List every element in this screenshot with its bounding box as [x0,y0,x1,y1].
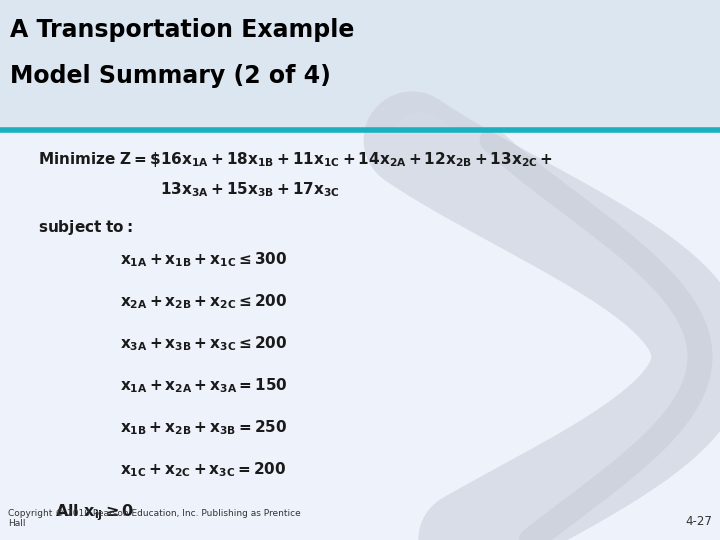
Text: $\mathbf{All\ x_{ij} \geq 0}$: $\mathbf{All\ x_{ij} \geq 0}$ [55,502,134,523]
Text: Copyright © 2010 Pearson Education, Inc. Publishing as Prentice
Hall: Copyright © 2010 Pearson Education, Inc.… [8,509,301,528]
Text: Model Summary (2 of 4): Model Summary (2 of 4) [10,64,331,88]
Text: $\mathbf{x_{1B} + x_{2B} + x_{3B} = 250}$: $\mathbf{x_{1B} + x_{2B} + x_{3B} = 250}… [120,418,287,437]
Text: 4-27: 4-27 [685,515,712,528]
Text: A Transportation Example: A Transportation Example [10,18,354,42]
Text: $\mathbf{Minimize\ Z = \$16x_{1A} + 18x_{1B}+ 11x_{1C} + 14x_{2A} + 12x_{2B}+ 13: $\mathbf{Minimize\ Z = \$16x_{1A} + 18x_… [38,150,553,169]
Text: $\mathbf{x_{1A} + x_{1B}+ x_{1C} \leq 300}$: $\mathbf{x_{1A} + x_{1B}+ x_{1C} \leq 30… [120,250,287,269]
Bar [0,0,720,130]
Text: $\mathbf{x_{3A}+ x_{3B} + x_{3C} \leq 200}$: $\mathbf{x_{3A}+ x_{3B} + x_{3C} \leq 20… [120,334,287,353]
Text: $\mathbf{x_{2A}+ x_{2B} + x_{2C} \leq 200}$: $\mathbf{x_{2A}+ x_{2B} + x_{2C} \leq 20… [120,292,287,310]
Text: $\mathbf{subject\ to:}$: $\mathbf{subject\ to:}$ [38,218,133,237]
Text: $\mathbf{x_{1C} + x_{2C} + x_{3C} = 200}$: $\mathbf{x_{1C} + x_{2C} + x_{3C} = 200}… [120,460,287,478]
Text: $\mathbf{x_{1A} + x_{2A} + x_{3A} = 150}$: $\mathbf{x_{1A} + x_{2A} + x_{3A} = 150}… [120,376,288,395]
Text: $\mathbf{13x_{3A} + 15x_{3B}+ 17x_{3C}}$: $\mathbf{13x_{3A} + 15x_{3B}+ 17x_{3C}}$ [160,180,340,199]
